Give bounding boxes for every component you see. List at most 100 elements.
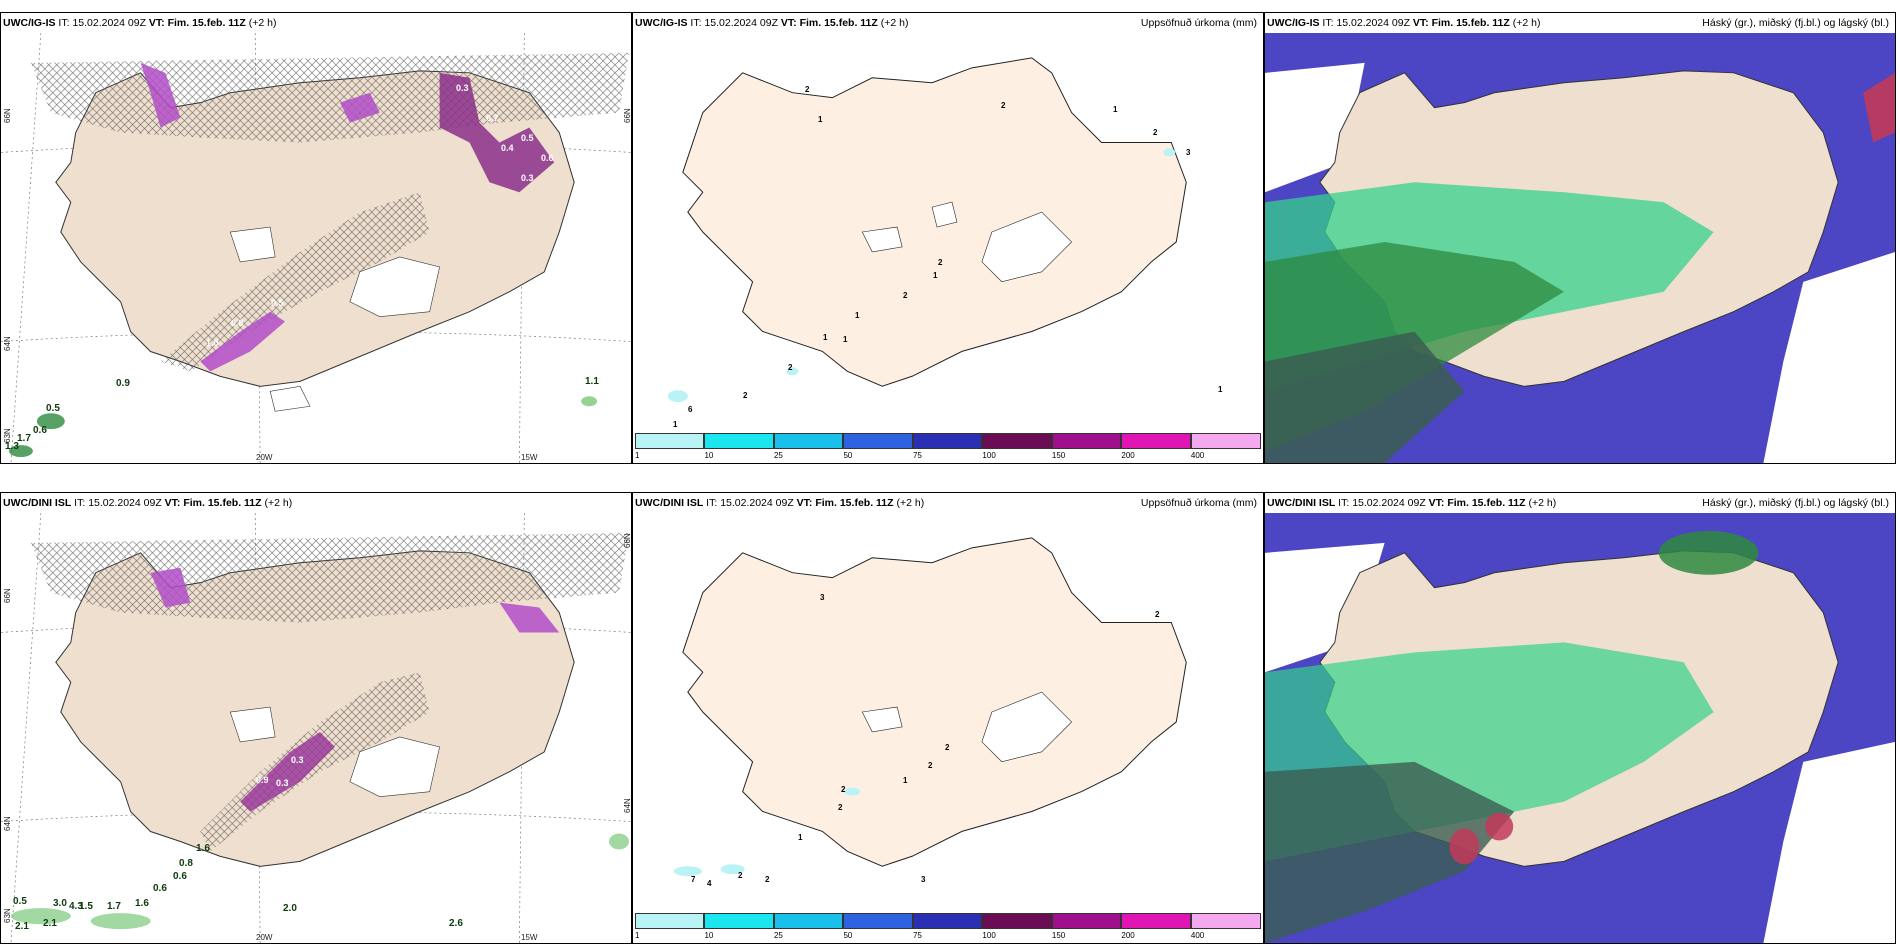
snow-value-label: 0.7 [486, 113, 499, 123]
panel-top-right: UWC/IG-IS IT: 15.02.2024 09Z VT: Fim. 15… [1264, 12, 1896, 464]
panel-header: UWC/IG-IS IT: 15.02.2024 09Z VT: Fim. 15… [635, 17, 908, 29]
precip-colorbar: 1 10 25 50 75 100 150 200 400 [635, 913, 1261, 941]
snow-area [240, 731, 335, 812]
high-cloud-area [1265, 331, 1465, 463]
colorbar-swatch [912, 433, 983, 449]
vt-label: VT: [796, 497, 813, 509]
wind-precip-map [1, 33, 631, 463]
panel-top-left: UWC/IG-IS IT: 15.02.2024 09Z VT: Fim. 15… [0, 12, 632, 464]
panel-top-middle: UWC/IG-IS IT: 15.02.2024 09Z VT: Fim. 15… [632, 12, 1264, 464]
precip-colorbar: 1 10 25 50 75 100 150 200 400 [635, 433, 1261, 461]
colorbar-label: 150 [1051, 931, 1066, 940]
colorbar-label: 50 [843, 931, 853, 940]
snow-area [339, 92, 380, 123]
vt-value: Fim. 15.feb. 11Z [183, 497, 262, 509]
map-canvas [1265, 33, 1895, 463]
vt-value: Fim. 15.feb. 11Z [815, 497, 894, 509]
hatched-area [160, 192, 430, 372]
vt-label: VT: [164, 497, 181, 509]
it-label: IT: [706, 497, 718, 509]
precip-value-label: 1.1 [585, 376, 599, 387]
iceland-land [682, 57, 1187, 387]
clear-sea [1763, 741, 1895, 943]
precip-light [1163, 148, 1176, 157]
lead-time: (+2 h) [1512, 17, 1541, 29]
precip-value-label: 0.8 [179, 858, 193, 869]
precip-map [633, 33, 1263, 429]
colorbar-label: 25 [773, 451, 783, 460]
panel-bottom-middle: UWC/DINI ISL IT: 15.02.2024 09Z VT: Fim.… [632, 492, 1264, 944]
model-name: UWC/DINI ISL [635, 497, 704, 509]
precip-value-label: 1 [933, 271, 938, 280]
colorbar-swatch [982, 913, 1052, 929]
precip-value-label: 2 [928, 761, 933, 770]
precip-value-label: 0.5 [13, 896, 27, 907]
it-value: 15.02.2024 09Z [88, 497, 162, 509]
colorbar-swatch [912, 913, 983, 929]
precip-value-label: 1 [1113, 105, 1118, 114]
snow-area [1485, 812, 1514, 841]
cloud-map [1265, 513, 1895, 943]
precip-value-label: 4.3 [69, 901, 83, 912]
precip-value-label: 0.9 [116, 378, 130, 389]
lat-tick: 66N [623, 533, 632, 548]
precip-light [786, 367, 799, 376]
it-label: IT: [58, 17, 70, 29]
colorbar-label: 1 [635, 451, 640, 460]
vt-label: VT: [1428, 497, 1445, 509]
high-cloud-area [1265, 761, 1515, 943]
map-canvas [1265, 513, 1895, 943]
precip-value-label: 3 [921, 875, 926, 884]
green-precip [36, 413, 65, 430]
snow-area [1449, 828, 1480, 865]
it-value: 15.02.2024 09Z [1352, 497, 1426, 509]
panel-header: UWC/DINI ISL IT: 15.02.2024 09Z VT: Fim.… [3, 497, 292, 509]
green-precip [8, 445, 33, 458]
glacier-white [229, 706, 276, 743]
precip-value-label: 2 [838, 803, 843, 812]
lead-time: (+2 h) [248, 17, 277, 29]
precip-light [673, 866, 702, 877]
precip-value-label: 1 [823, 333, 828, 342]
map-canvas [673, 537, 1187, 877]
precip-value-label: 0.5 [46, 403, 60, 414]
precip-value-label: 1.7 [17, 433, 31, 444]
snow-area [150, 567, 191, 608]
panel-header: UWC/IG-IS IT: 15.02.2024 09Z VT: Fim. 15… [3, 17, 276, 29]
green-precip [10, 908, 71, 925]
it-label: IT: [74, 497, 86, 509]
high-cloud-area [1658, 530, 1759, 575]
vt-label: VT: [780, 17, 797, 29]
colorbar-swatch [843, 433, 913, 449]
map-canvas [1, 513, 631, 943]
map-canvas [1, 33, 631, 463]
precip-value-label: 0.6 [153, 883, 167, 894]
model-name: UWC/DINI ISL [3, 497, 72, 509]
panel-subtitle: Uppsöfnuð úrkoma (mm) [1140, 497, 1257, 509]
it-label: IT: [1338, 497, 1350, 509]
colorbar-label: 100 [982, 451, 996, 460]
green-precip [581, 396, 598, 407]
panel-header: UWC/IG-IS IT: 15.02.2024 09Z VT: Fim. 15… [1267, 17, 1540, 29]
snow-value-label: 0.3 [166, 363, 179, 373]
snow-area [200, 311, 286, 372]
iceland-land [682, 537, 1187, 867]
colorbar-label: 75 [912, 931, 922, 940]
precip-value-label: 1 [1218, 385, 1223, 394]
panel-subtitle: Háský (gr.), miðský (fj.bl.) og lágský (… [1702, 17, 1889, 29]
snow-value-label: 0.3 [456, 83, 469, 93]
panel-subtitle: Uppsöfnuð úrkoma (mm) [1140, 17, 1257, 29]
precip-map [633, 513, 1263, 909]
model-name: UWC/IG-IS [635, 17, 688, 29]
it-label: IT: [690, 17, 702, 29]
precip-value-label: 3 [820, 593, 825, 602]
lead-time: (+2 h) [880, 17, 909, 29]
precip-value-label: 4 [707, 879, 712, 888]
precip-value-label: 2.1 [43, 918, 57, 929]
precip-value-label: 0.6 [173, 871, 187, 882]
it-value: 15.02.2024 09Z [720, 497, 794, 509]
precip-value-label: 2 [1155, 610, 1160, 619]
colorbar-swatch [982, 433, 1052, 449]
precip-value-label: 1 [903, 776, 908, 785]
panel-subtitle: Háský (gr.), miðský (fj.bl.) og lágský (… [1702, 497, 1889, 509]
